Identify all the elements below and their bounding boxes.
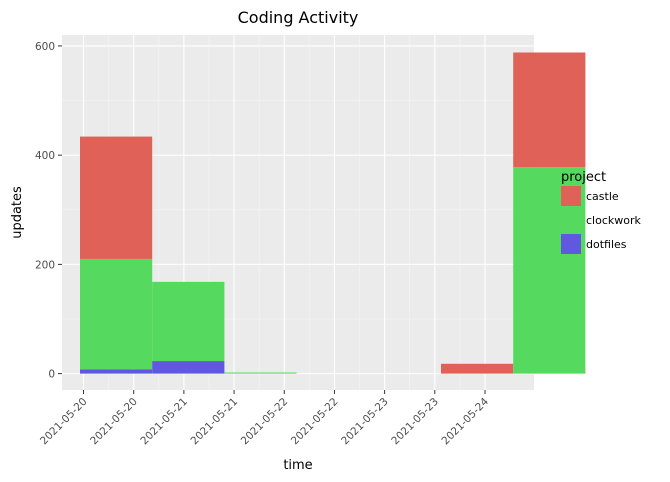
y-tick-label: 400 — [35, 150, 55, 162]
grid — [62, 35, 534, 390]
bar-castle — [80, 136, 153, 259]
x-tick-label: 2021-05-20 — [88, 396, 140, 448]
legend-label-clockwork: clockwork — [586, 214, 642, 227]
x-tick-label: 2021-05-20 — [38, 396, 90, 448]
legend-label-castle: castle — [586, 190, 619, 203]
bar-dotfiles — [152, 361, 225, 374]
legend-title: project — [561, 170, 606, 185]
bar-clockwork — [152, 281, 225, 362]
chart-title: Coding Activity — [238, 8, 359, 27]
legend-swatch-castle — [561, 186, 581, 206]
x-tick-label: 2021-05-23 — [389, 396, 441, 448]
x-tick-label: 2021-05-23 — [339, 396, 391, 448]
legend: project castle clockwork dotfiles — [561, 170, 642, 254]
x-tick-label: 2021-05-24 — [439, 395, 491, 447]
y-tick-label: 600 — [35, 41, 55, 53]
x-tick-label: 2021-05-22 — [289, 396, 341, 448]
x-tick-label: 2021-05-21 — [189, 396, 241, 448]
y-tick-label: 200 — [35, 259, 55, 271]
bar-clockwork — [80, 258, 153, 370]
y-axis-title: updates — [10, 186, 25, 239]
x-tick-label: 2021-05-21 — [138, 396, 190, 448]
bar-dotfiles — [80, 369, 153, 374]
legend-swatch-clockwork — [561, 210, 581, 230]
x-axis-title: time — [283, 458, 312, 473]
y-tick-label: 0 — [48, 369, 55, 381]
legend-swatch-dotfiles — [561, 234, 581, 254]
legend-label-dotfiles: dotfiles — [586, 238, 627, 251]
x-tick-label: 2021-05-22 — [239, 396, 291, 448]
bar-clockwork — [224, 372, 297, 374]
bar-castle — [441, 363, 514, 374]
bar-castle — [513, 52, 586, 168]
